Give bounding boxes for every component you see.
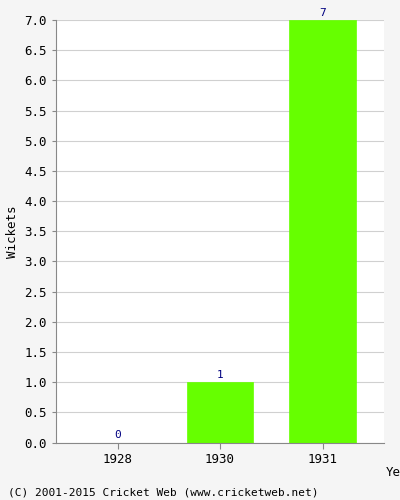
Text: (C) 2001-2015 Cricket Web (www.cricketweb.net): (C) 2001-2015 Cricket Web (www.cricketwe… [8, 488, 318, 498]
Bar [289, 20, 356, 442]
Bar [187, 382, 253, 442]
Text: 1: 1 [217, 370, 223, 380]
Y-axis label: Wickets: Wickets [6, 205, 19, 258]
Text: 0: 0 [114, 430, 121, 440]
X-axis label: Year: Year [386, 466, 400, 478]
Text: 7: 7 [319, 8, 326, 18]
